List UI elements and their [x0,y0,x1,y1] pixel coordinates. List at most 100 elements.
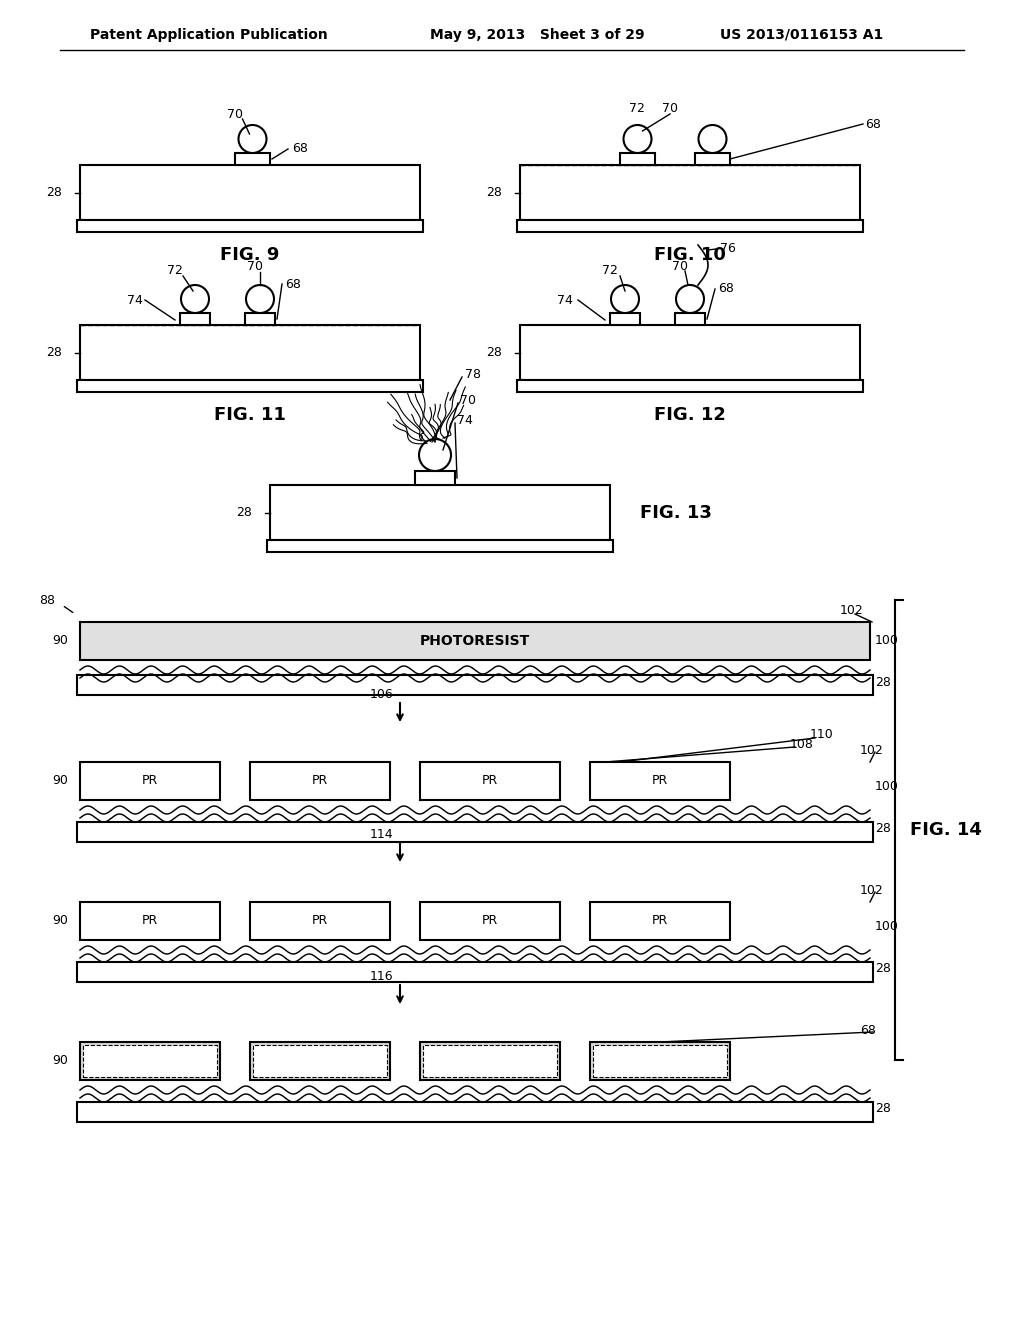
Text: FIG. 9: FIG. 9 [220,246,280,264]
Text: 28: 28 [46,186,62,199]
Bar [593,1045,727,1077]
Text: US 2013/0116153 A1: US 2013/0116153 A1 [720,28,884,42]
Text: 74: 74 [457,413,473,426]
Bar [80,762,220,800]
Text: 108: 108 [790,738,814,751]
Text: 102: 102 [860,883,884,896]
Text: FIG. 11: FIG. 11 [214,407,286,424]
Text: 74: 74 [557,293,573,306]
Text: 68: 68 [718,282,734,296]
Text: 28: 28 [237,506,252,519]
Text: 88: 88 [39,594,55,606]
Text: 28: 28 [874,821,891,834]
Bar [420,762,560,800]
Text: May 9, 2013   Sheet 3 of 29: May 9, 2013 Sheet 3 of 29 [430,28,645,42]
Text: 110: 110 [810,727,834,741]
Text: 70: 70 [460,393,476,407]
Text: 72: 72 [629,103,645,116]
Text: PR: PR [312,775,328,788]
Bar [420,1041,560,1080]
Bar [77,962,873,982]
Bar [517,380,863,392]
Text: 28: 28 [874,676,891,689]
Circle shape [624,125,651,153]
Bar [80,902,220,940]
Text: 100: 100 [874,920,899,932]
Bar [590,762,730,800]
Text: 114: 114 [370,829,393,842]
Text: 90: 90 [52,1055,68,1068]
Text: 70: 70 [247,260,263,273]
Text: 106: 106 [370,689,394,701]
Bar [250,762,390,800]
Text: 70: 70 [672,260,688,273]
Bar [80,1041,220,1080]
Circle shape [676,285,705,313]
Text: 68: 68 [285,277,301,290]
Circle shape [698,125,726,153]
Text: PR: PR [482,775,498,788]
Bar [234,153,270,165]
Text: 28: 28 [874,1101,891,1114]
Bar [77,822,873,842]
Text: FIG. 13: FIG. 13 [640,503,712,521]
Text: PR: PR [142,915,158,928]
Bar [695,153,730,165]
Circle shape [181,285,209,313]
Circle shape [246,285,274,313]
Text: FIG. 12: FIG. 12 [654,407,726,424]
Text: 102: 102 [840,603,864,616]
Text: PR: PR [482,915,498,928]
Text: 28: 28 [486,346,502,359]
Bar [590,1041,730,1080]
Bar [83,1045,217,1077]
Text: Patent Application Publication: Patent Application Publication [90,28,328,42]
Bar [250,902,390,940]
Bar [250,1041,390,1080]
Bar [610,313,640,325]
Text: 72: 72 [602,264,617,277]
Text: 68: 68 [860,1023,876,1036]
Text: 78: 78 [465,368,481,381]
Text: PR: PR [142,775,158,788]
Text: 68: 68 [292,143,308,156]
Circle shape [611,285,639,313]
Bar [520,165,860,220]
Bar [77,220,423,232]
Circle shape [419,440,451,471]
Bar [77,1102,873,1122]
Bar [420,902,560,940]
Text: PHOTORESIST: PHOTORESIST [420,634,530,648]
Text: 70: 70 [662,103,678,116]
Bar [80,325,420,380]
Bar [590,902,730,940]
Text: 100: 100 [874,635,899,648]
Text: 28: 28 [46,346,62,359]
Bar [77,380,423,392]
Text: 90: 90 [52,635,68,648]
Text: 90: 90 [52,775,68,788]
Text: FIG. 14: FIG. 14 [910,821,982,840]
Text: 76: 76 [720,243,736,256]
Bar [267,540,613,552]
Bar [77,675,873,696]
Text: FIG. 10: FIG. 10 [654,246,726,264]
Circle shape [239,125,266,153]
Text: 116: 116 [370,970,393,983]
Text: PR: PR [652,775,668,788]
Text: 70: 70 [226,107,243,120]
Bar [180,313,210,325]
Text: 28: 28 [486,186,502,199]
Bar [80,165,420,220]
Text: 68: 68 [865,117,881,131]
Text: 74: 74 [127,293,143,306]
Bar [80,622,870,660]
Text: 28: 28 [874,961,891,974]
Bar [675,313,705,325]
Text: 90: 90 [52,915,68,928]
Text: 72: 72 [167,264,183,277]
Bar [423,1045,557,1077]
Bar [253,1045,387,1077]
Bar [270,484,610,540]
Bar [520,325,860,380]
